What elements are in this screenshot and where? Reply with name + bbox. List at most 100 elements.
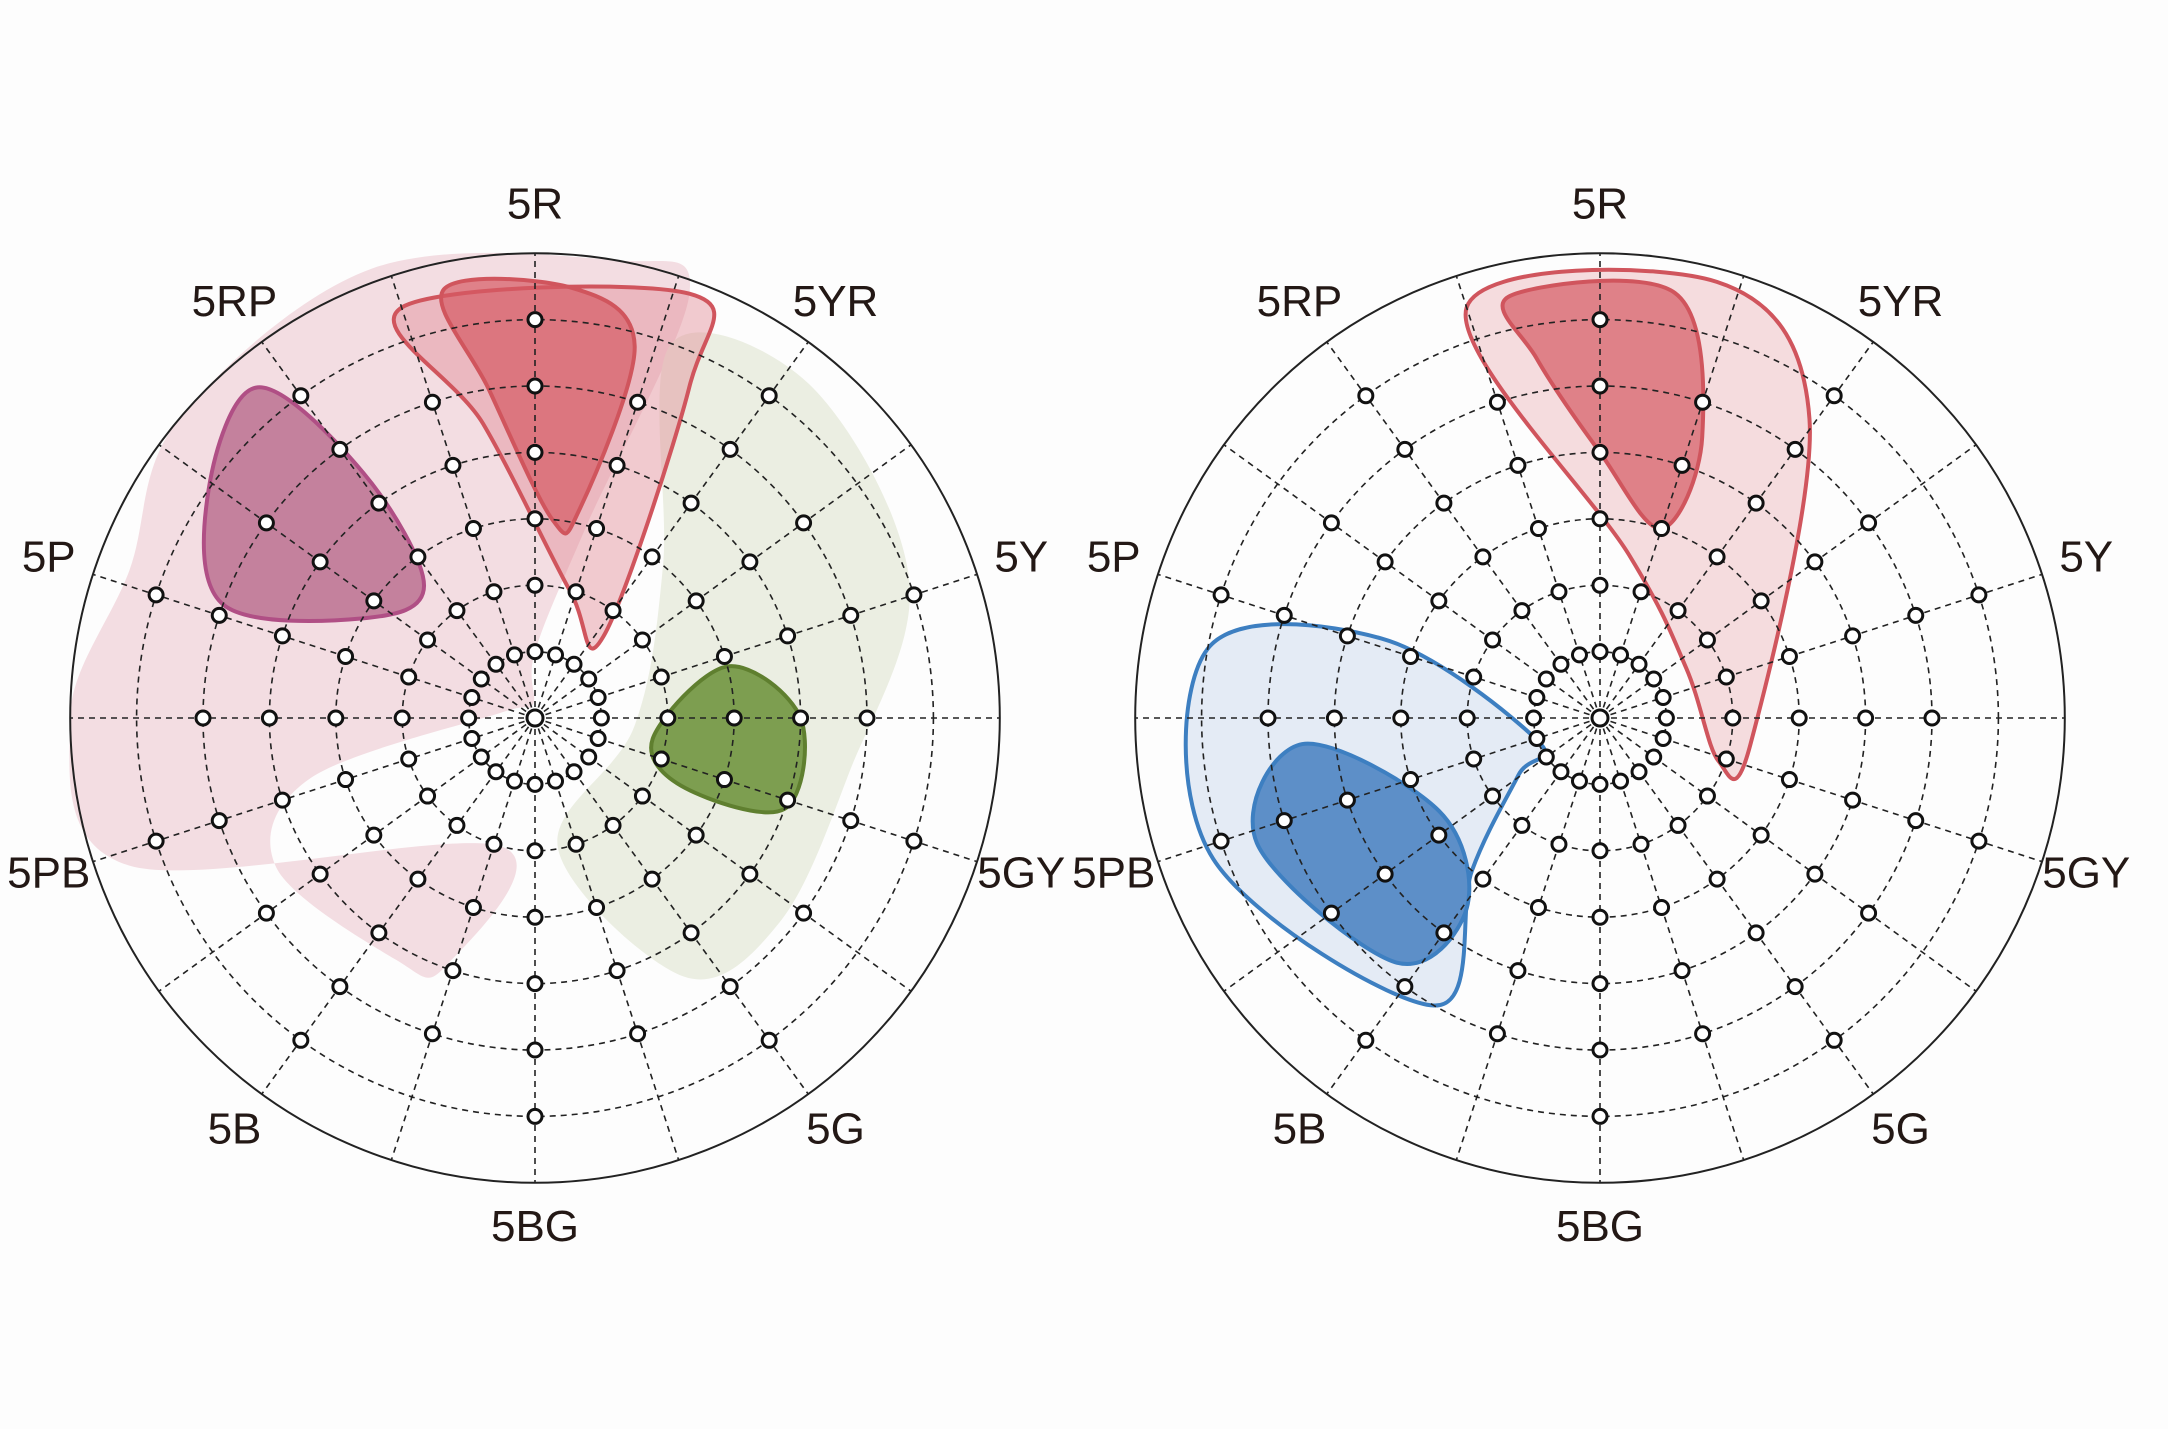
spoke: [1455, 717, 1601, 1161]
spoke: [1599, 341, 1874, 719]
polar-panel: 5R 5YR 5Y 5GY 5G 5BG 5B 5PB 5P 5RP: [1072, 179, 2130, 1251]
sample-point: [409, 870, 427, 888]
hue-label: 5BG: [1556, 1202, 1644, 1251]
sample-point: [311, 553, 329, 571]
spoke: [1599, 573, 2043, 719]
sample-point: [1484, 631, 1502, 649]
sample-point: [526, 311, 544, 329]
sample-point: [1430, 592, 1448, 610]
sample-point: [292, 1031, 310, 1049]
spoke: [92, 717, 536, 863]
region: [1500, 278, 1706, 531]
hue-label: 5PB: [1072, 849, 1155, 898]
sample-point: [1550, 835, 1568, 853]
spoke: [158, 444, 536, 719]
spoke: [1599, 717, 1745, 1161]
sample-point: [460, 709, 478, 727]
hue-label: 5YR: [1858, 277, 1944, 326]
sample-point: [1513, 816, 1531, 834]
region: [439, 276, 637, 536]
spoke: [1157, 573, 1601, 719]
sample-point: [423, 1025, 441, 1043]
sample-point: [370, 494, 388, 512]
sample-point: [1484, 787, 1502, 805]
center-point: [525, 708, 545, 728]
sample-point: [1970, 586, 1988, 604]
sample-point: [1570, 646, 1588, 664]
sample-point: [1654, 688, 1672, 706]
sample-point: [485, 583, 503, 601]
sample-point: [1907, 606, 1925, 624]
sample-point: [1591, 510, 1609, 528]
sample-point: [526, 842, 544, 860]
sample-point: [1669, 602, 1687, 620]
sample-point: [1552, 763, 1570, 781]
sample-point: [526, 643, 544, 661]
sample-point: [1825, 387, 1843, 405]
sample-point: [1694, 1025, 1712, 1043]
sample-point: [1860, 904, 1878, 922]
sample-point: [526, 576, 544, 594]
hue-label: 5RP: [192, 277, 278, 326]
spoke: [1599, 717, 1874, 1095]
sample-point: [1525, 709, 1543, 727]
sample-point: [1259, 709, 1277, 727]
sample-point: [795, 514, 813, 532]
sample-point: [1657, 709, 1675, 727]
sample-point: [1654, 730, 1672, 748]
sample-point: [779, 791, 797, 809]
sample-point: [1632, 583, 1650, 601]
sample-point: [1923, 709, 1941, 727]
sample-point: [1857, 709, 1875, 727]
sample-point: [1645, 748, 1663, 766]
sample-point: [1630, 655, 1648, 673]
spoke: [534, 341, 809, 719]
sample-point: [370, 924, 388, 942]
sample-point: [1907, 812, 1925, 830]
spoke: [1599, 717, 2043, 863]
sample-point: [725, 709, 743, 727]
sample-point: [487, 763, 505, 781]
sample-point: [589, 688, 607, 706]
sample-point: [1322, 904, 1340, 922]
sample-point: [526, 1107, 544, 1125]
sample-point: [147, 586, 165, 604]
sample-point: [682, 924, 700, 942]
sample-point: [1402, 647, 1420, 665]
spoke: [534, 717, 680, 1161]
sample-point: [1860, 514, 1878, 532]
hue-label: 5PB: [7, 849, 90, 898]
sample-point: [1488, 1025, 1506, 1043]
sample-point: [463, 730, 481, 748]
sample-point: [400, 668, 418, 686]
sample-point: [779, 627, 797, 645]
sample-point: [526, 510, 544, 528]
hue-label: 5G: [806, 1104, 865, 1153]
spoke: [92, 573, 536, 719]
sample-point: [1806, 865, 1824, 883]
sample-point: [741, 553, 759, 571]
spoke: [390, 717, 536, 1161]
sample-point: [1537, 748, 1555, 766]
spoke: [1223, 444, 1601, 719]
hue-label: 5BG: [491, 1202, 579, 1251]
spoke: [534, 444, 912, 719]
sample-point: [1435, 494, 1453, 512]
sample-point: [1474, 870, 1492, 888]
sample-point: [682, 494, 700, 512]
spoke: [1599, 275, 1745, 719]
sample-point: [1591, 643, 1609, 661]
sample-point: [1376, 865, 1394, 883]
sample-point: [273, 627, 291, 645]
sample-point: [643, 548, 661, 566]
sample-point: [1612, 646, 1630, 664]
sample-point: [311, 865, 329, 883]
sample-point: [643, 870, 661, 888]
sample-point: [1591, 908, 1609, 926]
sample-point: [472, 670, 490, 688]
sample-point: [795, 904, 813, 922]
sample-point: [1570, 772, 1588, 790]
sample-point: [687, 826, 705, 844]
sample-point: [1275, 606, 1293, 624]
